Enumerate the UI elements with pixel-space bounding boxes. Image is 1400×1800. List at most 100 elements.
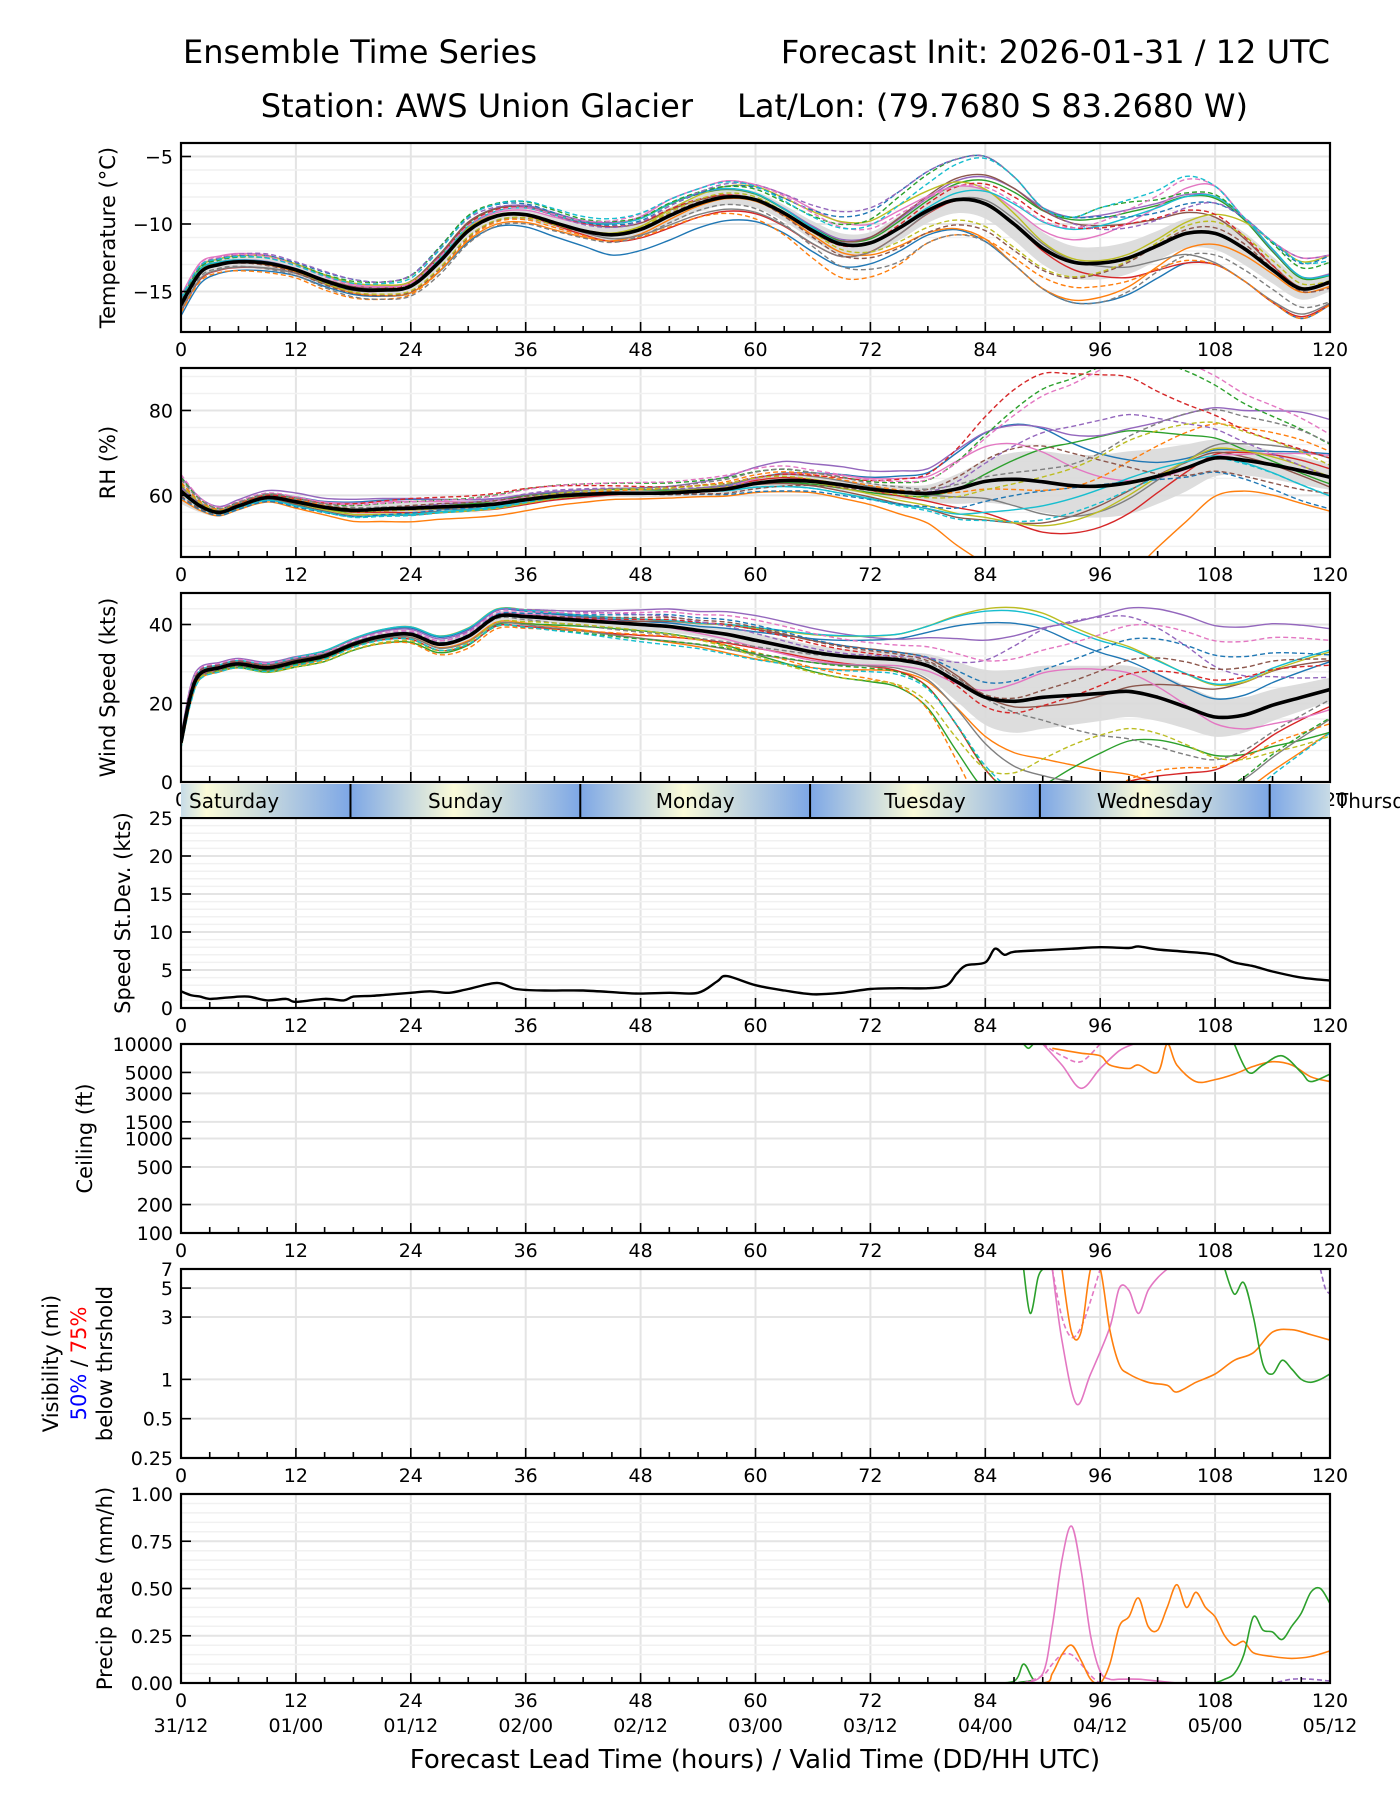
y-tick-label: 0.50 bbox=[131, 1579, 173, 1601]
x-tick-label: 108 bbox=[1197, 1690, 1233, 1712]
y-tick-label: 500 bbox=[137, 1157, 173, 1179]
y-tick-label: 80 bbox=[149, 400, 173, 422]
y-tick-label: 1 bbox=[161, 1369, 173, 1391]
x-tick-label: 0 bbox=[175, 1015, 187, 1037]
y-tick-label: 100 bbox=[137, 1223, 173, 1245]
x-tick-label: 84 bbox=[973, 1465, 997, 1487]
panel-speed_stdev: 0 5 10 15 20 25 0 12 24 36 48 60 72 84 96 108 120 Speed S… bbox=[111, 808, 1348, 1037]
y-tick-label: 5 bbox=[161, 960, 173, 982]
x-tick-label: 60 bbox=[743, 1240, 767, 1262]
member-line bbox=[181, 622, 1330, 782]
member-pink-dashed-line bbox=[1042, 1044, 1101, 1063]
x-tick-label: 96 bbox=[1088, 564, 1112, 586]
x-tick-label: 24 bbox=[399, 339, 423, 361]
y-tick-label: 0 bbox=[161, 998, 173, 1020]
x-tick-label: 84 bbox=[973, 1690, 997, 1712]
valid-time-label: 05/12 bbox=[1303, 1715, 1358, 1737]
member-orange-line bbox=[985, 1583, 1330, 1683]
x-tick-label: 24 bbox=[399, 564, 423, 586]
member-line bbox=[181, 179, 1330, 296]
y-tick-label: 7 bbox=[161, 1259, 173, 1281]
member-line bbox=[181, 219, 1330, 320]
y-axis-label: Speed St.Dev. (kts) bbox=[111, 812, 135, 1014]
y-tick-label: 3000 bbox=[125, 1083, 173, 1105]
day-label: Monday bbox=[656, 789, 735, 813]
y-tick-label: 5000 bbox=[125, 1062, 173, 1084]
y-tick-label: 20 bbox=[149, 846, 173, 868]
x-tick-label: 0 bbox=[175, 1465, 187, 1487]
valid-time-label: 03/12 bbox=[843, 1715, 898, 1737]
member-line bbox=[181, 610, 1330, 738]
x-tick-label: 84 bbox=[973, 339, 997, 361]
x-tick-label: 108 bbox=[1197, 1240, 1233, 1262]
x-tick-label: 12 bbox=[284, 1465, 308, 1487]
y-tick-label: 10 bbox=[149, 922, 173, 944]
x-tick-label: 120 bbox=[1312, 339, 1348, 361]
day-label: Saturday bbox=[189, 789, 279, 813]
x-tick-label: 60 bbox=[743, 564, 767, 586]
y-axis-label-note: below thrshold bbox=[93, 1286, 117, 1441]
y-tick-label: 0 bbox=[161, 772, 173, 794]
y-tick-label: 0.75 bbox=[131, 1531, 173, 1553]
member-pink-dashed-line bbox=[1023, 1652, 1216, 1683]
valid-time-label: 04/12 bbox=[1073, 1715, 1128, 1737]
y-tick-label: −5 bbox=[145, 147, 173, 169]
x-tick-label: 48 bbox=[629, 1690, 653, 1712]
member-line bbox=[181, 212, 1330, 320]
day-segment bbox=[1269, 784, 1330, 817]
x-tick-label: 12 bbox=[284, 1240, 308, 1262]
x-tick-label: 12 bbox=[284, 339, 308, 361]
x-tick-label: 96 bbox=[1088, 1240, 1112, 1262]
member-line bbox=[181, 607, 1330, 741]
station-latlon: Lat/Lon: (79.7680 S 83.2680 W) bbox=[737, 87, 1248, 125]
member-line bbox=[181, 203, 1330, 309]
y-axis-label: Temperature (°C) bbox=[96, 147, 120, 329]
plot-area-speed_stdev bbox=[181, 945, 1330, 1004]
panel-rh: 60 80 0 12 24 36 48 60 72 84 96 108 120 RH (%) bbox=[96, 366, 1348, 586]
stdev-line bbox=[181, 945, 1330, 1004]
valid-time-labels: 31/12 01/00 01/12 02/00 02/12 03/00 03/12 04/00… bbox=[154, 1715, 1358, 1737]
panel-frame bbox=[179, 1042, 1332, 1235]
member-line bbox=[181, 457, 1330, 523]
y-axis-label-thresholds: 50% / 75% bbox=[67, 1307, 91, 1421]
y-tick-label: 0.00 bbox=[131, 1673, 173, 1695]
forecast-init: Forecast Init: 2026-01-31 / 12 UTC bbox=[781, 33, 1330, 71]
x-tick-label: 48 bbox=[629, 564, 653, 586]
member-line bbox=[181, 368, 1330, 510]
x-tick-label: 120 bbox=[1312, 1240, 1348, 1262]
y-tick-label: 60 bbox=[149, 485, 173, 507]
day-band: Saturday Sunday Monday Tuesday Wednesday Thur… bbox=[181, 784, 1400, 817]
x-tick-label: 12 bbox=[284, 1690, 308, 1712]
member-line bbox=[181, 490, 1330, 557]
member-green-2-line bbox=[1223, 1269, 1330, 1384]
y-tick-label: 0.25 bbox=[131, 1626, 173, 1648]
plot-area-temperature bbox=[181, 154, 1330, 320]
x-tick-label: 96 bbox=[1088, 1690, 1112, 1712]
member-line bbox=[181, 178, 1330, 296]
x-tick-label: 36 bbox=[514, 1465, 538, 1487]
y-tick-label: 0.25 bbox=[131, 1448, 173, 1470]
spread-band bbox=[181, 185, 1330, 314]
valid-time-label: 02/12 bbox=[613, 1715, 668, 1737]
valid-time-label: 05/00 bbox=[1188, 1715, 1243, 1737]
x-tick-label: 36 bbox=[514, 1240, 538, 1262]
member-line bbox=[181, 421, 1330, 513]
valid-time-label: 04/00 bbox=[958, 1715, 1013, 1737]
x-tick-label: 72 bbox=[858, 339, 882, 361]
day-label: Thursday bbox=[1335, 789, 1400, 813]
panel-frame bbox=[179, 141, 1332, 334]
member-pink-line bbox=[1042, 1044, 1135, 1090]
member-line bbox=[181, 611, 1330, 739]
x-tick-label: 24 bbox=[399, 1690, 423, 1712]
threshold-50pct: 50% bbox=[67, 1374, 91, 1421]
y-tick-label: 15 bbox=[149, 884, 173, 906]
day-label: Tuesday bbox=[883, 789, 966, 813]
member-green-late-line bbox=[1214, 1586, 1330, 1683]
y-axis-label: Precip Rate (mm/h) bbox=[93, 1487, 117, 1690]
x-tick-label: 24 bbox=[399, 1240, 423, 1262]
y-tick-label: 200 bbox=[137, 1195, 173, 1217]
valid-time-label: 01/12 bbox=[383, 1715, 438, 1737]
plot-area-precip_rate bbox=[985, 1525, 1330, 1683]
panel-frame bbox=[179, 366, 1332, 559]
valid-time-label: 01/00 bbox=[269, 1715, 324, 1737]
